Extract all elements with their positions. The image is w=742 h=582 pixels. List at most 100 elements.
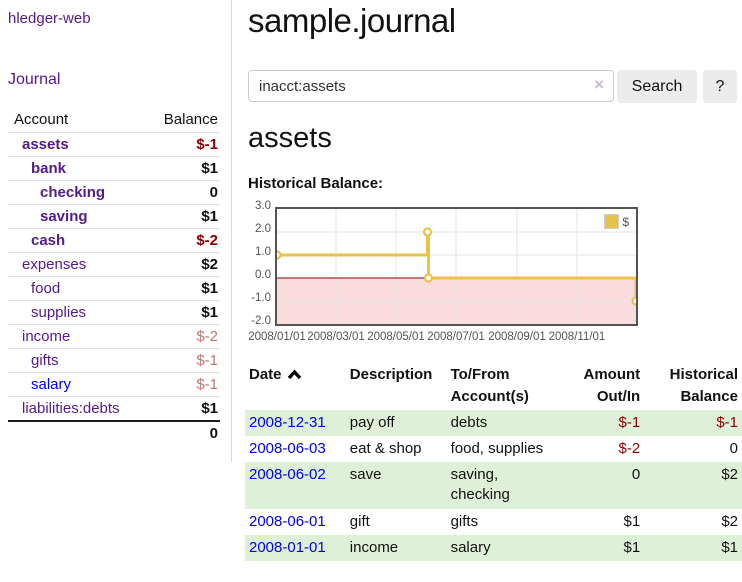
account-link[interactable]: expenses xyxy=(22,256,87,273)
transaction-date-link[interactable]: 2008-06-02 xyxy=(249,466,326,483)
register-row: 2008-06-03 eat & shop food, supplies $-2… xyxy=(245,436,742,462)
balance-column-header: Balance xyxy=(163,111,218,128)
account-balance: $-1 xyxy=(196,136,218,153)
data-point xyxy=(422,227,433,237)
account-link[interactable]: supplies xyxy=(31,304,87,321)
transaction-accounts: salary xyxy=(450,538,491,556)
transaction-date-link[interactable]: 2008-12-31 xyxy=(249,413,326,431)
transaction-accounts: debts xyxy=(450,413,488,431)
y-tick-label: 0.0 xyxy=(255,269,271,281)
account-balance: 0 xyxy=(209,184,218,201)
account-balance: $1 xyxy=(201,400,218,417)
legend-swatch xyxy=(604,214,620,229)
account-row-checking: checking 0 xyxy=(8,180,220,204)
transaction-amount: $-1 xyxy=(618,413,641,431)
data-point xyxy=(631,296,636,306)
account-link[interactable]: saving xyxy=(40,208,88,225)
chart-title: Historical Balance: xyxy=(248,175,384,192)
transaction-date-link[interactable]: 2008-06-01 xyxy=(249,512,326,530)
transaction-date-link[interactable]: 2008-06-03 xyxy=(249,439,326,457)
account-balance: $-2 xyxy=(196,232,218,249)
account-row-liabilities-debts: liabilities:debts $1 xyxy=(8,396,220,420)
transaction-amount: $1 xyxy=(623,538,641,556)
account-balance: $-1 xyxy=(196,352,218,369)
legend-label: $ xyxy=(622,214,629,229)
x-tick-label: 2008/05/01 xyxy=(367,331,425,343)
account-link[interactable]: checking xyxy=(40,184,106,201)
accounts-total: 0 xyxy=(8,420,220,446)
amount-column-header: Amount Out/In xyxy=(583,366,641,405)
transaction-description: gift xyxy=(349,512,370,530)
transaction-accounts: gifts xyxy=(450,512,479,530)
account-link[interactable]: food xyxy=(31,280,61,297)
account-row-gifts: gifts $-1 xyxy=(8,348,220,372)
y-tick-label: 1.0 xyxy=(255,246,271,258)
data-point xyxy=(423,273,434,283)
register-row: 2008-12-31 pay off debts $-1 $-1 xyxy=(245,409,742,436)
y-tick-label: 2.0 xyxy=(255,223,271,235)
account-link[interactable]: salary xyxy=(31,376,72,393)
account-link[interactable]: bank xyxy=(31,160,67,177)
chart-legend: $ xyxy=(602,213,631,230)
search-button[interactable]: Search xyxy=(617,70,697,103)
account-balance: $1 xyxy=(201,208,218,225)
date-column-header[interactable]: Date xyxy=(245,362,346,410)
accounts-table: Account Balance assets $-1 bank $1 check… xyxy=(8,107,220,446)
x-tick-label: 2008/09/01 xyxy=(488,331,546,343)
account-page-title: assets xyxy=(248,122,332,154)
account-link[interactable]: income xyxy=(22,328,71,345)
account-balance: $2 xyxy=(201,256,218,273)
account-link[interactable]: liabilities:debts xyxy=(22,400,120,417)
page-title: sample.journal xyxy=(248,2,456,39)
transaction-amount: 0 xyxy=(631,466,641,483)
transaction-amount: $-2 xyxy=(618,439,641,457)
y-tick-label: -2.0 xyxy=(251,315,271,327)
account-row-supplies: supplies $1 xyxy=(8,300,220,324)
x-tick-label: 2008/11/01 xyxy=(548,331,606,343)
transaction-description: income xyxy=(349,538,399,556)
account-row-expenses: expenses $2 xyxy=(8,252,220,276)
search-input[interactable] xyxy=(248,70,614,102)
data-point xyxy=(277,250,282,260)
account-link[interactable]: gifts xyxy=(31,352,59,369)
register-header-row: Date Description To/From Account(s) Amou… xyxy=(245,362,742,410)
register-row: 2008-06-01 gift gifts $1 $2 xyxy=(245,509,742,535)
accounts-column-header: To/From Account(s) xyxy=(450,366,529,405)
account-link[interactable]: assets xyxy=(22,136,69,153)
x-tick-label: 2008/01/01 xyxy=(248,331,306,343)
help-button[interactable]: ? xyxy=(703,70,737,103)
caret-up-icon xyxy=(287,367,302,384)
transaction-balance: $1 xyxy=(721,538,738,556)
account-row-food: food $1 xyxy=(8,276,220,300)
register-row: 2008-01-01 income salary $1 $1 xyxy=(245,534,742,561)
transaction-balance: $2 xyxy=(721,512,738,530)
x-tick-label: 2008/03/01 xyxy=(307,331,365,343)
chart-plot-area: $ xyxy=(275,207,638,326)
y-tick-label: 3.0 xyxy=(255,200,271,212)
account-balance: $1 xyxy=(201,304,218,321)
transaction-amount: $1 xyxy=(623,512,641,530)
balance-chart: $ 3.0 2.0 1.0 0.0 -1.0 -2.0 2008/01/01 2008/03/… xyxy=(245,200,742,348)
account-row-saving: saving $1 xyxy=(8,204,220,228)
register-table: Date Description To/From Account(s) Amou… xyxy=(245,362,742,561)
y-tick-label: -1.0 xyxy=(251,292,271,304)
account-row-bank: bank $1 xyxy=(8,156,220,180)
transaction-date-link[interactable]: 2008-01-01 xyxy=(249,538,326,556)
account-balance: $1 xyxy=(201,160,218,177)
sidebar-item-journal[interactable]: Journal xyxy=(8,71,61,88)
account-row-salary: salary $-1 xyxy=(8,372,220,396)
transaction-accounts: saving, checking xyxy=(450,466,510,504)
account-balance: $-2 xyxy=(196,328,218,345)
transaction-description: save xyxy=(349,466,382,483)
app-title-link[interactable]: hledger-web xyxy=(8,10,91,27)
account-link[interactable]: cash xyxy=(31,232,66,249)
transaction-balance: $-1 xyxy=(716,413,738,431)
account-row-income: income $-2 xyxy=(8,324,220,348)
transaction-balance: $2 xyxy=(721,466,738,483)
account-row-assets: assets $-1 xyxy=(8,132,220,156)
chart-canvas xyxy=(277,209,636,324)
search-bar: × xyxy=(248,70,614,102)
clear-search-icon[interactable]: × xyxy=(594,75,604,94)
transaction-balance: 0 xyxy=(729,439,738,457)
date-header-label: Date xyxy=(249,366,282,383)
